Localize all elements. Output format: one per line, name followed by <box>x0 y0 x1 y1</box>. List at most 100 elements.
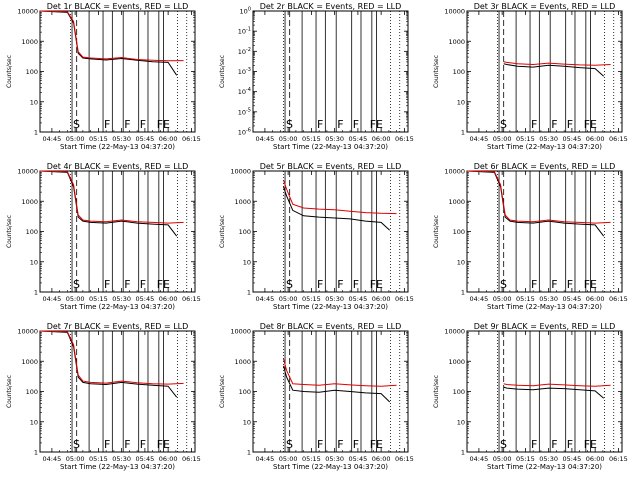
x-tick-label: 06:00 <box>159 135 178 143</box>
y-tick-label: 1000 <box>21 38 38 46</box>
x-tick-label: 05:30 <box>539 135 558 143</box>
lld-series-line <box>283 179 397 215</box>
x-tick-label: 05:30 <box>325 135 344 143</box>
marker-flag-label: E <box>163 118 170 131</box>
y-tick-label: 10000 <box>444 328 465 336</box>
x-tick-label: 04:45 <box>256 455 275 463</box>
marker-flag-label: E <box>163 278 170 291</box>
y-tick-label: 1000 <box>21 198 38 206</box>
y-tick-label: 1 <box>461 289 465 297</box>
events-series-line <box>466 170 605 237</box>
lld-series-line <box>39 330 184 385</box>
plot-frame <box>252 170 409 293</box>
y-tick-label: 100 <box>453 68 465 76</box>
events-series-line <box>283 365 391 403</box>
marker-flag-label: F <box>584 278 590 291</box>
marker-flag-label: F <box>353 118 359 131</box>
x-tick-label: 05:15 <box>89 135 108 143</box>
plot-frame <box>39 10 196 133</box>
x-tick-label: 05:15 <box>89 455 108 463</box>
marker-flag-label: F <box>157 278 163 291</box>
lld-series-line <box>503 383 611 387</box>
marker-flag-label: F <box>140 278 146 291</box>
y-tick-label: 1000 <box>448 38 465 46</box>
plot-frame <box>252 10 409 133</box>
marker-flag-label: E <box>590 118 597 131</box>
marker-flag-label: F <box>551 118 557 131</box>
x-tick-label: 04:45 <box>43 295 62 303</box>
x-tick-label: 04:45 <box>43 455 62 463</box>
y-tick-label: 100 <box>239 388 251 396</box>
y-tick-label: 10 <box>457 98 465 106</box>
marker-flag-label: F <box>157 118 163 131</box>
marker-flag-label: S <box>286 278 293 291</box>
marker-flag-label: F <box>567 438 573 451</box>
x-tick-label: 06:15 <box>182 455 201 463</box>
panel-6: Det 6r BLACK = Events, RED = LLD 1 10 100 10… <box>433 162 628 311</box>
x-tick-label: 05:00 <box>66 135 85 143</box>
x-tick-label: 05:30 <box>112 295 131 303</box>
x-tick-label: 06:00 <box>586 295 605 303</box>
y-tick-label: 10-1 <box>238 27 251 36</box>
x-tick-label: 04:45 <box>256 135 275 143</box>
x-tick-label: 05:45 <box>136 295 155 303</box>
x-tick-label: 06:15 <box>609 455 628 463</box>
y-tick-label: 10-4 <box>238 87 251 96</box>
events-series-line <box>39 330 178 398</box>
x-tick-label: 05:15 <box>302 135 321 143</box>
y-tick-label: 10000 <box>444 8 465 16</box>
marker-flag-label: F <box>370 438 376 451</box>
x-axis-label: Start Time (22-May-13 04:37:20) <box>487 303 602 311</box>
y-axis-label: Counts/sec <box>433 215 440 248</box>
panel-title: Det 7r BLACK = Events, RED = LLD <box>47 322 189 331</box>
x-tick-label: 05:45 <box>349 455 368 463</box>
marker-flag-label: E <box>163 438 170 451</box>
marker-flag-label: S <box>500 278 507 291</box>
x-tick-label: 06:00 <box>372 135 391 143</box>
y-tick-label: 1 <box>34 449 38 457</box>
marker-flag-label: S <box>73 438 80 451</box>
plot-frame <box>39 170 196 293</box>
panel-5: Det 5r BLACK = Events, RED = LLD 1 10 100 10… <box>219 162 414 311</box>
panel-title: Det 5r BLACK = Events, RED = LLD <box>260 162 402 171</box>
lld-series-line <box>503 61 611 66</box>
marker-flag-label: F <box>124 278 130 291</box>
y-axis-label: Counts/sec <box>433 55 440 88</box>
y-tick-label: 1000 <box>448 358 465 366</box>
panel-title: Det 6r BLACK = Events, RED = LLD <box>474 162 616 171</box>
marker-flag-label: F <box>104 118 110 131</box>
marker-flag-label: F <box>551 438 557 451</box>
marker-flag-label: F <box>124 118 130 131</box>
x-tick-label: 05:45 <box>563 295 582 303</box>
y-tick-label: 1 <box>461 449 465 457</box>
x-tick-label: 05:00 <box>66 295 85 303</box>
y-tick-label: 10000 <box>230 168 251 176</box>
y-tick-label: 1000 <box>234 198 251 206</box>
x-tick-label: 05:00 <box>66 455 85 463</box>
y-tick-label: 10-3 <box>238 67 251 76</box>
marker-flag-label: F <box>531 118 537 131</box>
marker-flag-label: S <box>286 118 293 131</box>
x-tick-label: 05:30 <box>539 455 558 463</box>
panel-title: Det 4r BLACK = Events, RED = LLD <box>47 162 189 171</box>
events-series-line <box>283 186 391 231</box>
x-tick-label: 05:00 <box>279 455 298 463</box>
marker-flag-label: E <box>590 438 597 451</box>
marker-flag-label: S <box>500 118 507 131</box>
panel-9: Det 9r BLACK = Events, RED = LLD 1 10 100 10… <box>433 322 628 471</box>
marker-flag-label: F <box>124 438 130 451</box>
lld-series-line <box>466 170 611 224</box>
events-series-line <box>39 170 178 237</box>
y-tick-label: 100 <box>26 68 38 76</box>
marker-flag-label: F <box>353 438 359 451</box>
x-tick-label: 06:15 <box>182 135 201 143</box>
x-axis-label: Start Time (22-May-13 04:37:20) <box>60 463 175 471</box>
x-tick-label: 05:30 <box>112 135 131 143</box>
x-tick-label: 05:30 <box>539 295 558 303</box>
marker-flag-label: F <box>337 438 343 451</box>
x-tick-label: 05:45 <box>563 135 582 143</box>
y-tick-label: 100 <box>239 228 251 236</box>
y-tick-label: 10000 <box>444 168 465 176</box>
panel-title: Det 1r BLACK = Events, RED = LLD <box>47 2 189 11</box>
marker-flag-label: F <box>584 118 590 131</box>
